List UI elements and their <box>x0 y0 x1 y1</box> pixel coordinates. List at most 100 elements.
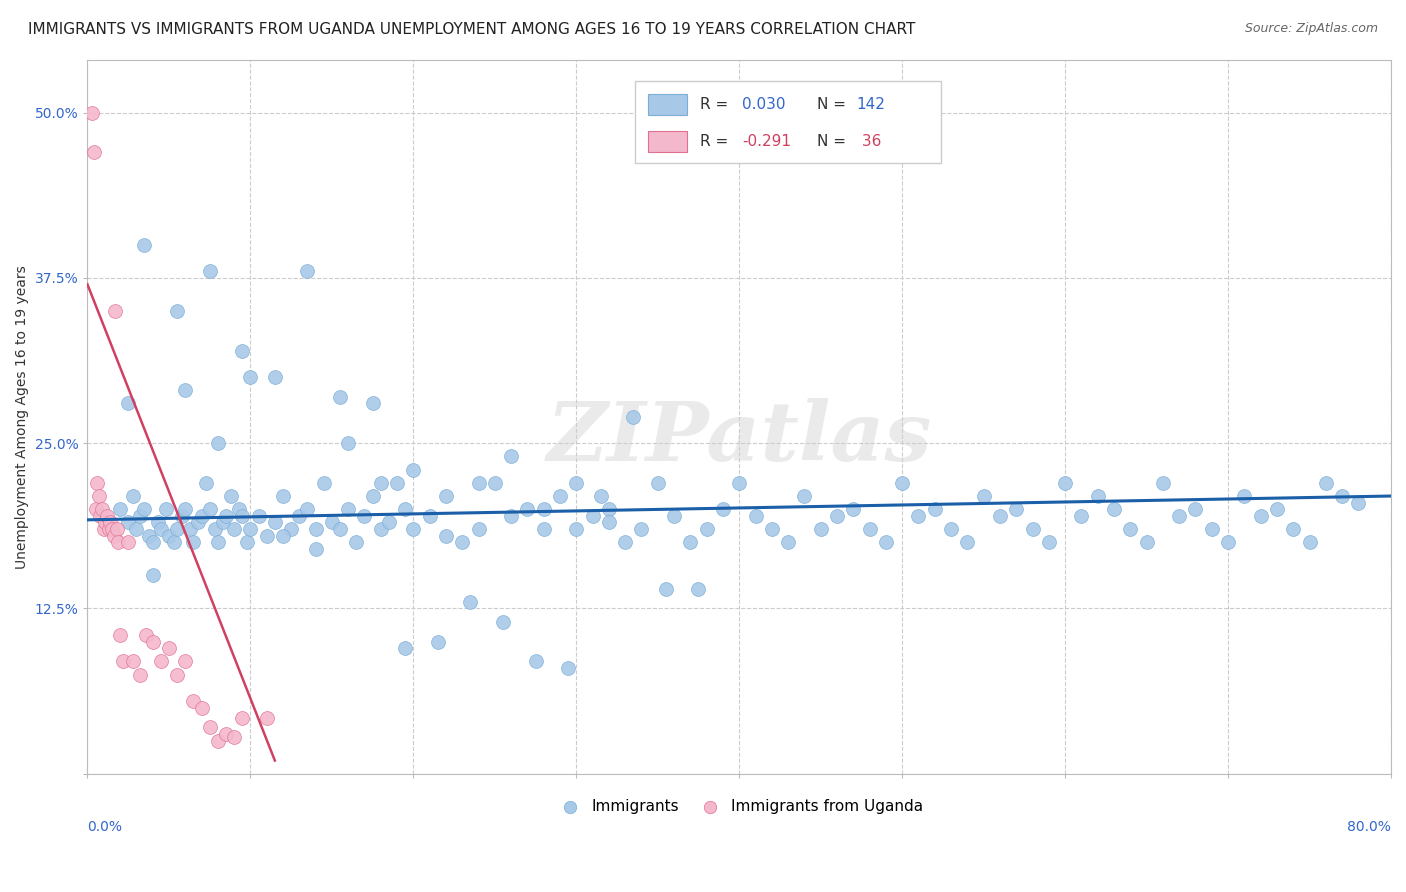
Point <box>1038 535 1060 549</box>
Point <box>1265 502 1288 516</box>
Point <box>688 582 710 596</box>
Point <box>467 475 489 490</box>
Text: 80.0%: 80.0% <box>1347 820 1391 834</box>
Point <box>875 535 897 549</box>
Point <box>98 516 121 530</box>
Point <box>108 628 131 642</box>
Point <box>263 516 285 530</box>
Point <box>378 516 401 530</box>
Point <box>891 475 914 490</box>
Point <box>598 516 620 530</box>
Point <box>385 475 408 490</box>
Point <box>256 529 278 543</box>
Point <box>1216 535 1239 549</box>
Point <box>224 522 246 536</box>
Point <box>344 535 367 549</box>
Point <box>1005 502 1028 516</box>
Point <box>142 634 165 648</box>
Point <box>224 730 246 744</box>
Point <box>402 462 425 476</box>
Point <box>533 502 555 516</box>
Point <box>215 727 238 741</box>
Point <box>142 535 165 549</box>
Point <box>679 535 702 549</box>
Point <box>370 475 392 490</box>
Point <box>146 516 169 530</box>
Point <box>419 508 441 523</box>
Point <box>524 654 547 668</box>
Point <box>231 508 253 523</box>
Point <box>231 711 253 725</box>
Point <box>166 304 188 318</box>
Text: 36: 36 <box>856 134 882 149</box>
Y-axis label: Unemployment Among Ages 16 to 19 years: Unemployment Among Ages 16 to 19 years <box>15 265 30 568</box>
Point <box>1168 508 1191 523</box>
Text: ZIPatlas: ZIPatlas <box>547 398 932 478</box>
Point <box>1347 495 1369 509</box>
Point <box>516 502 538 516</box>
Point <box>101 522 124 536</box>
Point <box>1315 475 1337 490</box>
Point <box>271 529 294 543</box>
Point <box>711 502 734 516</box>
Point <box>1087 489 1109 503</box>
Point <box>94 516 117 530</box>
Point <box>1233 489 1256 503</box>
Point <box>501 450 523 464</box>
Point <box>655 582 678 596</box>
Point <box>1298 535 1320 549</box>
Text: N =: N = <box>817 97 851 112</box>
Point <box>128 667 150 681</box>
Point <box>105 522 128 536</box>
Point <box>460 595 482 609</box>
Point <box>142 568 165 582</box>
Point <box>426 634 449 648</box>
Point <box>157 529 180 543</box>
Point <box>190 508 212 523</box>
Point <box>988 508 1011 523</box>
Point <box>329 522 352 536</box>
Point <box>402 522 425 536</box>
Point <box>1054 475 1077 490</box>
Point <box>198 502 221 516</box>
Point <box>1102 502 1125 516</box>
Point <box>312 475 335 490</box>
Point <box>394 502 416 516</box>
Point <box>744 508 766 523</box>
Point <box>778 535 800 549</box>
Point <box>84 502 107 516</box>
Text: 142: 142 <box>856 97 886 112</box>
Point <box>117 535 139 549</box>
Point <box>1021 522 1043 536</box>
Point <box>207 733 229 747</box>
Point <box>1282 522 1305 536</box>
Point <box>82 105 104 120</box>
Point <box>183 694 205 708</box>
Point <box>135 628 157 642</box>
Point <box>122 489 145 503</box>
Point <box>288 508 311 523</box>
Point <box>728 475 751 490</box>
Point <box>353 508 375 523</box>
Point <box>103 529 125 543</box>
Point <box>256 711 278 725</box>
Point <box>107 535 129 549</box>
Point <box>195 475 218 490</box>
Point <box>97 522 120 536</box>
Point <box>117 516 139 530</box>
Point <box>163 535 186 549</box>
Point <box>630 522 652 536</box>
Point <box>565 522 588 536</box>
Point <box>108 502 131 516</box>
Text: N =: N = <box>817 134 851 149</box>
Point <box>86 475 108 490</box>
Point <box>394 641 416 656</box>
Point <box>973 489 995 503</box>
Point <box>247 508 270 523</box>
Point <box>122 654 145 668</box>
FancyBboxPatch shape <box>636 81 941 163</box>
Point <box>228 502 250 516</box>
Point <box>128 508 150 523</box>
Point <box>236 535 259 549</box>
Point <box>501 508 523 523</box>
